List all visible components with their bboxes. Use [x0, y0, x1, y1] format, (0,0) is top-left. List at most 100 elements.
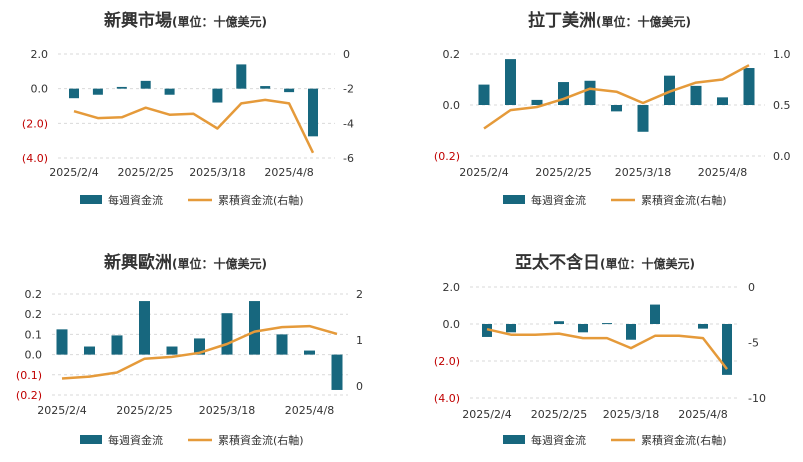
chart-title: 亞太不含日(單位：十億美元) [515, 252, 695, 273]
chart-title-main: 新興市場 [104, 10, 172, 31]
bar-weekly-flow [506, 324, 516, 333]
bar-weekly-flow [722, 324, 732, 375]
left-tick-label: 0.0 [31, 83, 49, 96]
bar-weekly-flow [166, 346, 178, 355]
left-tick-label: 0.0 [443, 318, 461, 331]
bar-weekly-flow [637, 105, 649, 132]
chart-title-unit: (單位：十億美元) [172, 256, 267, 271]
legend-bar-swatch [503, 195, 525, 204]
right-tick-label: -10 [748, 392, 766, 405]
x-tick-label: 2025/2/25 [535, 166, 591, 179]
right-tick-label: -2 [343, 83, 354, 96]
chart-emerging-markets: 新興市場(單位：十億美元) 2.0 0.0 (2.0) (4.0) 0 -2 -4 -6 2025… [0, 0, 400, 231]
bar-weekly-flow [602, 323, 612, 325]
x-tick-label: 2025/2/4 [37, 404, 86, 417]
bar-weekly-flow [56, 329, 68, 355]
chart-title: 新興歐洲(單位：十億美元) [104, 252, 267, 273]
right-tick-label: 1 [356, 334, 363, 347]
right-tick-label: 2 [356, 288, 363, 301]
bar-weekly-flow [690, 85, 702, 105]
bar-weekly-flow [664, 75, 675, 105]
bar-weekly-flow [584, 80, 596, 105]
bar-weekly-flow [84, 346, 95, 355]
x-tick-label: 2025/3/18 [189, 166, 245, 179]
bar-weekly-flow [92, 88, 103, 95]
right-tick-label: 1.0 [773, 48, 791, 61]
chart-title-main: 亞太不含日 [515, 252, 600, 273]
x-tick-label: 2025/2/4 [49, 166, 98, 179]
x-tick-label: 2025/2/25 [116, 404, 172, 417]
bar-weekly-flow [611, 105, 622, 112]
legend-bar-label: 每週資金流 [108, 433, 163, 447]
bar-weekly-flow [236, 64, 247, 89]
right-tick-label: 0.0 [773, 150, 791, 163]
left-tick-label: 0.2 [25, 288, 43, 301]
bar-weekly-flow [531, 99, 543, 105]
bar-weekly-flow [578, 324, 588, 333]
bar-weekly-flow [626, 324, 636, 340]
bar-weekly-flow [140, 80, 151, 89]
bar-weekly-flow [212, 88, 223, 103]
bar-weekly-flow [111, 335, 123, 355]
left-tick-label: (4.0) [434, 392, 460, 405]
x-tick-label: 2025/2/4 [459, 166, 508, 179]
right-tick-label: -4 [343, 117, 354, 130]
chart-svg-3: 亞太不含日(單位：十億美元) 2.0 0.0 (2.0) (4.0) 0 -5 -10 2025… [434, 252, 766, 447]
right-tick-label: 0 [748, 281, 755, 294]
chart-svg-2: 新興歐洲(單位：十億美元) 0.2 0.2 0.1 0.0 (0.1) (0.2) 2 1 0 20… [16, 252, 363, 447]
legend-bar-label: 每週資金流 [108, 193, 163, 207]
legend-bar-swatch [80, 195, 102, 204]
left-tick-label: (2.0) [434, 355, 460, 368]
bar-weekly-flow [554, 321, 564, 324]
left-tick-label: 2.0 [443, 281, 461, 294]
right-tick-label: 0 [343, 48, 350, 61]
chart-svg-1: 拉丁美洲(單位：十億美元) 0.2 0.0 (0.2) 1.0 0.5 0.0 2025/2/… [434, 10, 791, 207]
legend-line-label: 累積資金流(右軸) [218, 433, 304, 447]
chart-title: 新興市場(單位：十億美元) [104, 10, 267, 31]
chart-title-main: 拉丁美洲 [528, 10, 596, 31]
bar-weekly-flow [116, 86, 127, 89]
legend-bar-swatch [503, 435, 525, 444]
line-cumulative-flow [483, 64, 750, 130]
chart-title-unit: (單位：十億美元) [172, 14, 267, 29]
chart-latin-america: 拉丁美洲(單位：十億美元) 0.2 0.0 (0.2) 1.0 0.5 0.0 2025/2/… [401, 0, 801, 231]
x-tick-label: 2025/4/8 [698, 166, 747, 179]
bar-weekly-flow [221, 313, 233, 355]
legend-bar-swatch [80, 435, 102, 444]
left-tick-label: (4.0) [22, 152, 48, 165]
bar-weekly-flow [558, 82, 569, 105]
bar-weekly-flow [284, 88, 295, 93]
line-cumulative-flow [61, 324, 338, 380]
x-tick-label: 2025/3/18 [615, 166, 671, 179]
bar-weekly-flow [139, 301, 150, 355]
line-cumulative-flow [486, 327, 728, 370]
x-tick-label: 2025/4/8 [678, 408, 727, 421]
bar-weekly-flow [478, 84, 490, 105]
x-tick-label: 2025/4/8 [264, 166, 313, 179]
x-tick-label: 2025/2/4 [462, 408, 511, 421]
x-tick-label: 2025/3/18 [603, 408, 659, 421]
bar-weekly-flow [650, 304, 660, 324]
bar-weekly-flow [304, 350, 315, 355]
left-tick-label: 2.0 [31, 48, 49, 61]
left-tick-label: (2.0) [22, 117, 48, 130]
bar-weekly-flow [308, 88, 318, 137]
bar-weekly-flow [260, 86, 271, 89]
chart-svg-0: 新興市場(單位：十億美元) 2.0 0.0 (2.0) (4.0) 0 -2 -4 -6 2025… [22, 10, 354, 207]
x-tick-label: 2025/2/25 [117, 166, 173, 179]
bar-weekly-flow [717, 97, 728, 105]
legend-bar-label: 每週資金流 [531, 433, 586, 447]
line-cumulative-flow [73, 98, 315, 154]
right-tick-label: 0.5 [773, 99, 791, 112]
bar-weekly-flow [276, 334, 288, 355]
chart-title-unit: (單位：十億美元) [596, 14, 691, 29]
chart-title-main: 新興歐洲 [104, 252, 172, 273]
bar-weekly-flow [249, 301, 260, 355]
x-tick-label: 2025/4/8 [285, 404, 334, 417]
bar-weekly-flow [698, 324, 708, 329]
left-tick-label: (0.2) [16, 389, 42, 402]
left-tick-label: 0.0 [443, 99, 461, 112]
chart-title: 拉丁美洲(單位：十億美元) [528, 10, 691, 31]
legend-bar-label: 每週資金流 [531, 193, 586, 207]
bar-weekly-flow [743, 68, 755, 105]
